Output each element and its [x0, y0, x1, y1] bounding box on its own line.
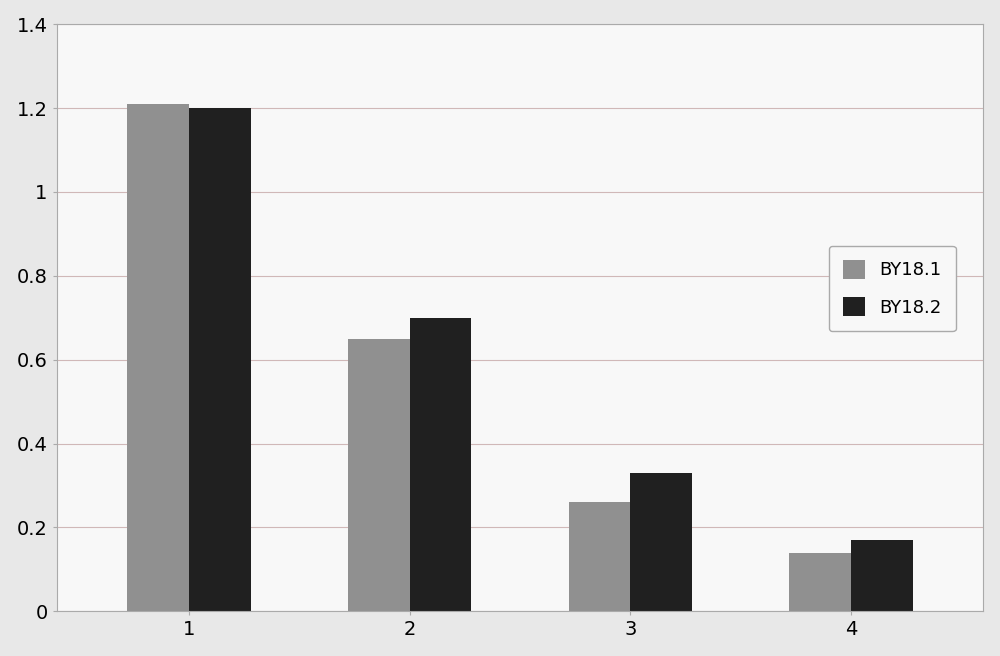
Bar: [410, 318, 471, 611]
Bar: [569, 502, 630, 611]
Bar: [851, 540, 913, 611]
Legend: BY18.1, BY18.2: BY18.1, BY18.2: [829, 245, 956, 331]
Bar: [789, 552, 851, 611]
Bar: [127, 104, 189, 611]
Bar: [189, 108, 251, 611]
Bar: [348, 338, 410, 611]
Bar: [630, 473, 692, 611]
